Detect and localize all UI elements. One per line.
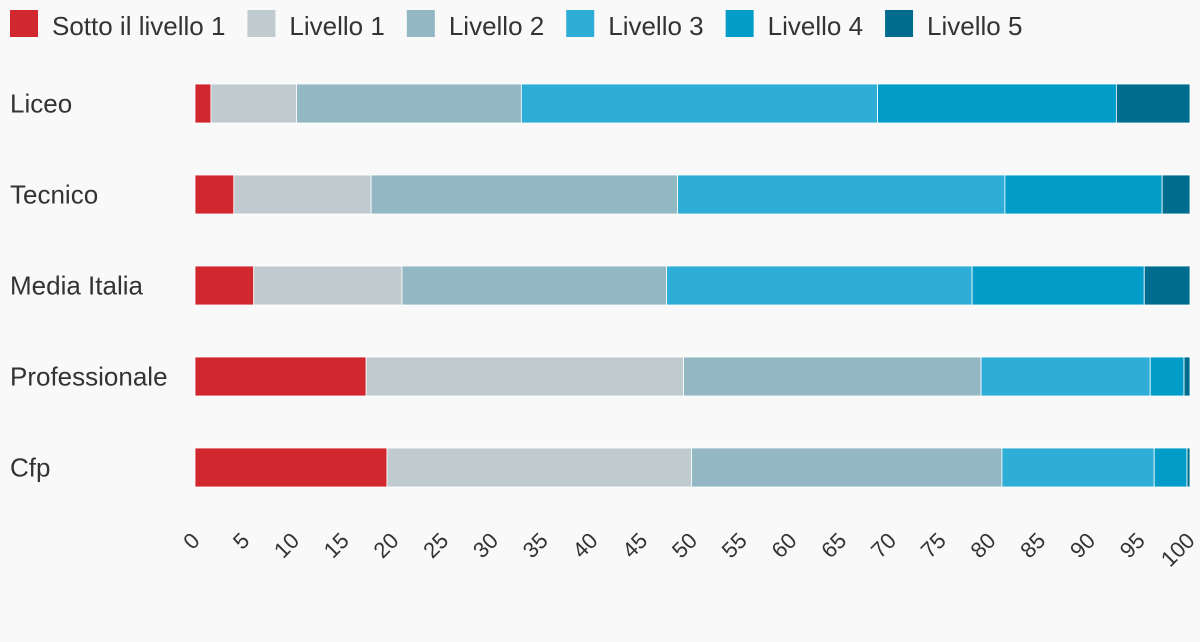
x-tick-label-10: 50: [667, 528, 702, 563]
bar-0-0: [194, 83, 212, 124]
legend-swatch-5: [885, 10, 914, 37]
legend-label-0: Sotto il livello 1: [52, 11, 225, 41]
legend-swatch-1: [247, 10, 276, 37]
legend-swatch-0: [10, 10, 38, 37]
bar-3-2: [683, 356, 982, 397]
bar-2-2: [401, 265, 668, 306]
bar-4-4: [1153, 447, 1188, 488]
x-tick-label-14: 70: [866, 528, 901, 563]
bars-area: [194, 83, 1191, 488]
x-tick-label-5: 25: [418, 528, 453, 563]
bar-1-1: [233, 174, 372, 215]
legend-label-5: Livello 5: [927, 11, 1022, 41]
x-tick-label-6: 30: [468, 528, 503, 563]
bar-4-5: [1186, 447, 1191, 488]
bar-3-4: [1149, 356, 1185, 397]
bar-1-2: [370, 174, 678, 215]
bar-3-3: [980, 356, 1151, 397]
x-tick-label-4: 20: [369, 528, 404, 563]
legend-label-3: Livello 3: [608, 11, 703, 41]
x-tick-label-18: 90: [1065, 528, 1100, 563]
bar-4-2: [691, 447, 1003, 488]
bar-2-4: [971, 265, 1145, 306]
x-tick-label-15: 75: [916, 528, 951, 563]
x-tick-label-12: 60: [767, 528, 802, 563]
bar-0-1: [210, 83, 297, 124]
bar-2-1: [253, 265, 403, 306]
legend-swatch-2: [406, 10, 435, 37]
x-tick-label-13: 65: [816, 528, 851, 563]
x-tick-label-20: 100: [1156, 528, 1200, 572]
bar-4-0: [194, 447, 388, 488]
bar-0-4: [877, 83, 1117, 124]
x-tick-label-17: 85: [1015, 528, 1050, 563]
category-label-3: Professionale: [10, 362, 168, 392]
bar-1-5: [1161, 174, 1191, 215]
legend-swatch-3: [566, 10, 595, 37]
category-label-2: Media Italia: [10, 271, 143, 301]
legend-swatch-4: [725, 10, 754, 37]
x-tick-label-16: 80: [966, 528, 1001, 563]
bar-2-3: [666, 265, 973, 306]
bar-0-3: [520, 83, 878, 124]
category-label-1: Tecnico: [10, 180, 98, 210]
x-tick-label-7: 35: [518, 528, 553, 563]
x-tick-label-8: 40: [568, 528, 603, 563]
legend-label-1: Livello 1: [289, 11, 384, 41]
bar-0-2: [296, 83, 522, 124]
bar-3-5: [1183, 356, 1191, 397]
bar-1-0: [194, 174, 235, 215]
bar-2-0: [194, 265, 255, 306]
x-tick-label-0: 0: [178, 528, 204, 554]
x-tick-label-2: 10: [269, 528, 304, 563]
value-axis: 0 5 10 15 20 25 30 35 40 45 50 55 60 65 70 75 80 85 90 95 10…: [178, 528, 1199, 572]
x-tick-label-1: 5: [228, 528, 254, 554]
category-label-4: Cfp: [10, 453, 50, 483]
chart-legend: Sotto il livello 1 Livello 1 Livello 2 Live…: [10, 10, 1022, 41]
legend-label-4: Livello 4: [768, 11, 863, 41]
legend-label-2: Livello 2: [449, 11, 544, 41]
bar-0-5: [1115, 83, 1191, 124]
category-label-0: Liceo: [10, 89, 72, 119]
x-tick-label-11: 55: [717, 528, 752, 563]
bar-1-3: [677, 174, 1006, 215]
bar-2-5: [1143, 265, 1191, 306]
category-axis: Liceo Tecnico Media Italia Professionale Cfp: [10, 89, 168, 483]
bar-3-0: [194, 356, 367, 397]
bar-3-1: [365, 356, 684, 397]
x-tick-label-19: 95: [1115, 528, 1150, 563]
bar-4-1: [386, 447, 692, 488]
bar-4-3: [1001, 447, 1155, 488]
x-tick-label-3: 15: [319, 528, 354, 563]
bar-1-4: [1004, 174, 1163, 215]
x-tick-label-9: 45: [617, 528, 652, 563]
